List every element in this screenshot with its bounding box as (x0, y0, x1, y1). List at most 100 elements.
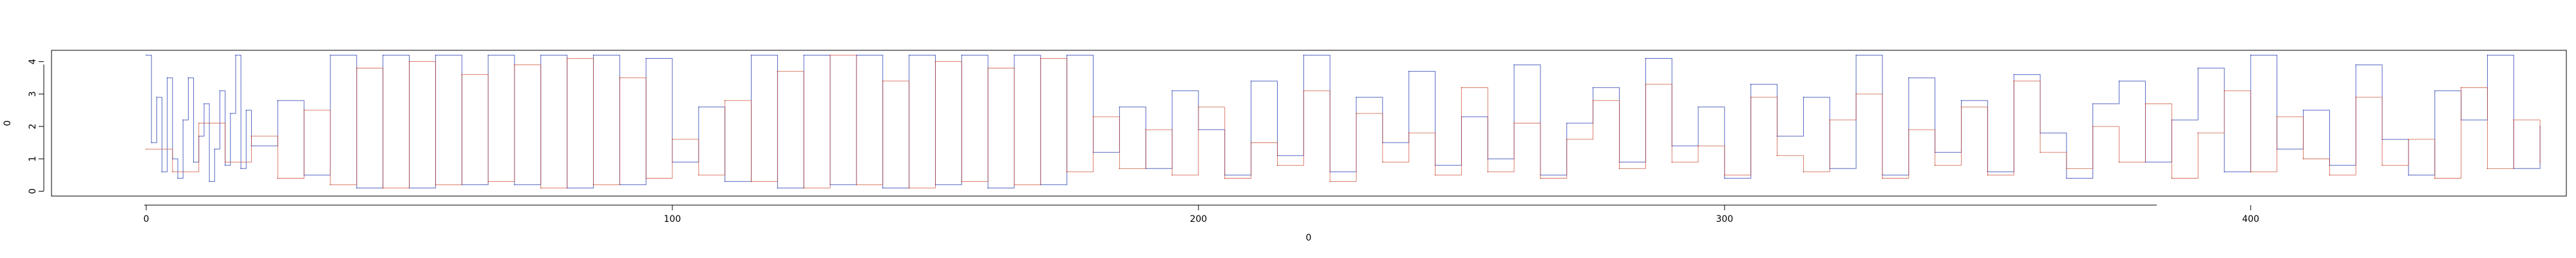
series-line-1 (146, 55, 2541, 188)
series-1-point (1276, 164, 1278, 166)
series-0-point (219, 90, 221, 92)
series-1-point (2040, 152, 2041, 153)
series-1-point (1829, 119, 1831, 121)
series-1-point (540, 187, 542, 189)
series-1-point (146, 148, 147, 150)
series-1-point (1724, 174, 1725, 176)
series-1-point (750, 181, 752, 183)
y-ticks: 0 1 2 3 4 (28, 59, 44, 194)
y-axis: 0 1 2 3 4 0 (3, 59, 44, 194)
series-0-point (1066, 54, 1068, 56)
series-1-point (1250, 142, 1252, 143)
series-1-point (2013, 80, 2015, 82)
series-1-point (1145, 129, 1147, 130)
series-1-point (1960, 106, 1962, 108)
series-0-point (2224, 171, 2225, 173)
series-1-point (2486, 168, 2488, 170)
series-1-point (1382, 161, 1383, 163)
series-1-point (1698, 145, 1699, 146)
series-1-point (2408, 139, 2409, 140)
series-1-point (277, 177, 279, 179)
series-1-point (2355, 97, 2357, 98)
series-1-point (724, 100, 726, 101)
series-1-point (934, 61, 936, 63)
plot-area (51, 50, 2567, 197)
y-tick-label: 3 (28, 91, 38, 97)
series-0-point (435, 54, 437, 56)
series-1-point (2539, 161, 2541, 163)
series-1-point (1408, 132, 1410, 134)
series-1-point (172, 171, 173, 173)
series-0-point (698, 106, 699, 108)
x-tick-label: 0 (144, 214, 149, 224)
series-0-point (161, 171, 163, 173)
series-1-point (1908, 129, 1909, 130)
series-1-point (1540, 177, 1541, 179)
series-0-point (1698, 106, 1699, 108)
series-1-point (488, 181, 489, 183)
series-1-point (2276, 116, 2278, 117)
series-1-point (1224, 177, 1226, 179)
series-0-point (229, 113, 231, 114)
series-1-point (645, 177, 647, 179)
series-1-point (1987, 174, 1989, 176)
series-0-point (1803, 97, 1804, 98)
series-0-point (1750, 83, 1752, 85)
series-0-point (2302, 110, 2304, 111)
series-1-point (435, 184, 437, 186)
series-0-point (2408, 174, 2409, 176)
y-axis-title: 0 (3, 121, 13, 126)
series-0-point (540, 54, 542, 56)
series-0-point (187, 77, 189, 79)
series-0-point (1303, 54, 1305, 56)
series-1-point (619, 77, 621, 79)
series-0-point (724, 181, 726, 183)
series-0-point (1645, 57, 1647, 59)
x-tick-label: 300 (1716, 214, 1734, 224)
series-1-point (330, 184, 331, 186)
series-1-point (566, 57, 568, 59)
series-0-point (166, 77, 168, 79)
series-0-point (750, 54, 752, 56)
series-1-point (1750, 97, 1752, 98)
series-1-point (1618, 168, 1620, 170)
series-1-point (882, 80, 884, 82)
series-1-point (1882, 177, 1883, 179)
series-1-point (2224, 90, 2225, 92)
series-0-point (382, 54, 384, 56)
series-1-point (1434, 174, 1436, 176)
series-1-point (2092, 126, 2094, 127)
series-0-point (2092, 103, 2094, 104)
series-1-point (1092, 116, 1094, 117)
x-ticks: 0 100 200 300 400 (144, 205, 2259, 224)
series-1-point (672, 139, 673, 140)
series-0-point (1408, 70, 1410, 72)
series-0-point (330, 54, 331, 56)
series-0-point (1566, 123, 1567, 124)
series-0-point (1014, 54, 1015, 56)
series-1-point (382, 187, 384, 189)
series-1-point (1803, 171, 1804, 173)
series-0-point (1592, 86, 1594, 88)
series-1-point (356, 67, 357, 69)
series-1-point (961, 181, 963, 183)
series-1-point (777, 70, 779, 72)
series-1-point (1855, 94, 1857, 95)
series-0-point (1513, 64, 1515, 66)
series-1-point (2145, 103, 2146, 104)
series-0-point (1724, 177, 1725, 179)
x-tick-label: 100 (664, 214, 681, 224)
series-0-point (214, 148, 216, 150)
series-1-point (908, 187, 910, 189)
series-0-point (1908, 77, 1909, 79)
series-0-point (193, 161, 194, 163)
series-0-point (2066, 177, 2067, 179)
series-0-point (2434, 90, 2436, 92)
series-1-point (1645, 83, 1647, 85)
series-0-point (1855, 54, 1857, 56)
series-1-point (1934, 164, 1936, 166)
series-0-point (146, 54, 147, 56)
x-tick-label: 200 (1190, 214, 1208, 224)
series-1-point (1487, 171, 1489, 173)
